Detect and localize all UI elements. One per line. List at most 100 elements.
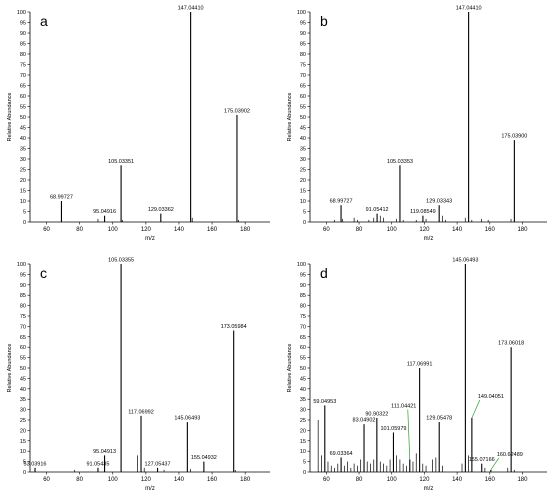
peak-label: 91.05412 xyxy=(366,207,389,213)
peak-label: 101.05979 xyxy=(380,426,406,432)
y-tick-label: 60 xyxy=(300,345,306,351)
y-tick-label: 70 xyxy=(20,73,26,79)
x-axis-label: m/z xyxy=(145,236,155,242)
x-axis-label: m/z xyxy=(424,236,434,242)
y-tick-label: 15 xyxy=(20,439,26,445)
y-tick-label: 55 xyxy=(300,105,306,111)
y-tick-label: 80 xyxy=(300,304,306,310)
y-tick-label: 20 xyxy=(300,428,306,434)
x-tick-label: 100 xyxy=(108,477,119,483)
x-tick-label: 100 xyxy=(387,227,398,233)
y-tick-label: 25 xyxy=(300,168,306,174)
y-axis-label: Relative Abundance xyxy=(7,344,13,393)
y-tick-label: 10 xyxy=(300,199,306,205)
y-tick-label: 5 xyxy=(303,210,306,216)
x-axis-label: m/z xyxy=(424,486,434,492)
x-tick-label: 60 xyxy=(323,227,330,233)
x-tick-label: 120 xyxy=(419,227,430,233)
y-tick-label: 20 xyxy=(300,178,306,184)
x-tick-label: 160 xyxy=(207,477,218,483)
y-tick-label: 40 xyxy=(20,136,26,142)
spectrum-panel-d: 0 5 10 15 20 25 30 35 40 45 50 55 60 65 70 75 80 85 90 95 10… xyxy=(287,258,547,492)
peak-label: 117.06992 xyxy=(128,409,154,415)
peak-label: 90.90322 xyxy=(365,411,388,417)
x-tick-label: 120 xyxy=(141,227,152,233)
x-tick-label: 60 xyxy=(43,477,50,483)
y-tick-label: 75 xyxy=(300,63,306,69)
peak-label: 155.07166 xyxy=(469,457,495,463)
y-tick-label: 95 xyxy=(20,21,26,27)
x-tick-label: 180 xyxy=(517,227,528,233)
peak-callout-line xyxy=(407,409,411,460)
y-tick-label: 85 xyxy=(20,42,26,48)
y-tick-label: 85 xyxy=(20,293,26,299)
y-tick-label: 5 xyxy=(23,210,26,216)
y-tick-label: 30 xyxy=(300,157,306,163)
peak-label: 59.04953 xyxy=(313,399,336,405)
peak-label: 68.99727 xyxy=(50,195,73,201)
y-tick-label: 25 xyxy=(20,418,26,424)
y-tick-label: 90 xyxy=(300,283,306,289)
y-tick-label: 0 xyxy=(23,220,26,226)
y-tick-label: 0 xyxy=(23,470,26,476)
y-tick-label: 45 xyxy=(20,376,26,382)
y-tick-label: 55 xyxy=(20,356,26,362)
peak-label: 160.62489 xyxy=(497,452,523,458)
y-tick-label: 70 xyxy=(300,324,306,330)
x-tick-label: 100 xyxy=(387,477,398,483)
y-tick-label: 75 xyxy=(20,314,26,320)
y-tick-label: 90 xyxy=(20,31,26,37)
panel-label: b xyxy=(320,13,328,29)
y-tick-label: 10 xyxy=(20,199,26,205)
peak-label: 68.99727 xyxy=(330,199,353,205)
peak-label: 95.04913 xyxy=(93,449,116,455)
y-tick-label: 65 xyxy=(300,335,306,341)
y-tick-label: 15 xyxy=(20,189,26,195)
y-tick-label: 35 xyxy=(300,397,306,403)
x-tick-label: 80 xyxy=(356,477,363,483)
x-tick-label: 140 xyxy=(452,227,463,233)
x-tick-label: 80 xyxy=(76,227,83,233)
y-tick-label: 5 xyxy=(23,460,26,466)
peak-label: 129.03343 xyxy=(426,199,452,205)
peak-label: 149.04051 xyxy=(478,394,504,400)
y-tick-label: 75 xyxy=(20,63,26,69)
peak-label: 173.05984 xyxy=(221,324,247,330)
y-tick-label: 100 xyxy=(17,262,26,268)
y-axis-label: Relative Abundance xyxy=(7,93,13,142)
peak-label: 105.03351 xyxy=(108,159,134,165)
y-tick-label: 20 xyxy=(20,178,26,184)
y-tick-label: 50 xyxy=(20,366,26,372)
y-tick-label: 65 xyxy=(20,84,26,90)
y-tick-label: 50 xyxy=(300,366,306,372)
x-tick-label: 120 xyxy=(419,477,430,483)
y-tick-label: 15 xyxy=(300,189,306,195)
y-tick-label: 95 xyxy=(20,272,26,278)
y-tick-label: 35 xyxy=(20,397,26,403)
peak-label: 147.04410 xyxy=(456,6,482,12)
peak-label: 145.06493 xyxy=(174,416,200,422)
peak-label: 117.06991 xyxy=(407,362,433,368)
y-tick-label: 80 xyxy=(300,52,306,58)
y-tick-label: 70 xyxy=(300,73,306,79)
x-tick-label: 160 xyxy=(485,477,496,483)
peak-callout-line xyxy=(490,457,500,471)
y-tick-label: 100 xyxy=(297,10,306,16)
y-tick-label: 90 xyxy=(300,31,306,37)
panel-label: a xyxy=(40,13,48,29)
x-tick-label: 180 xyxy=(517,477,528,483)
peak-label: 91.05435 xyxy=(86,461,109,467)
y-axis-label: Relative Abundance xyxy=(287,344,293,393)
peak-label: 83.04902 xyxy=(353,418,376,424)
x-tick-label: 60 xyxy=(43,227,50,233)
y-tick-label: 15 xyxy=(300,439,306,445)
y-tick-label: 100 xyxy=(297,262,306,268)
y-tick-label: 35 xyxy=(20,147,26,153)
y-tick-label: 65 xyxy=(20,335,26,341)
x-tick-label: 160 xyxy=(485,227,496,233)
x-tick-label: 120 xyxy=(141,477,152,483)
y-tick-label: 30 xyxy=(20,408,26,414)
peak-label: 175.03902 xyxy=(224,108,250,114)
y-tick-label: 85 xyxy=(300,42,306,48)
x-tick-label: 60 xyxy=(323,477,330,483)
